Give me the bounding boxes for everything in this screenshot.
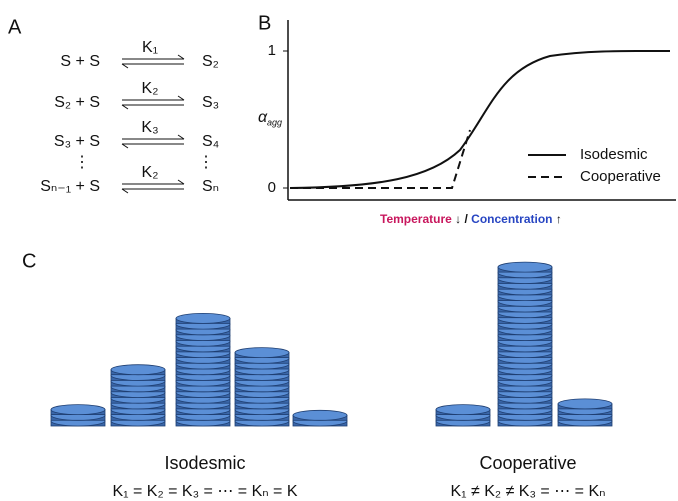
product: Sₙ [202,178,219,195]
disc [235,348,289,358]
legend-label: Cooperative [580,168,661,185]
rate-constant: K₃ [141,119,158,136]
model-name: Isodesmic [164,453,245,473]
reactant: S₃ + S [54,133,100,150]
reactant: S₂ + S [54,94,100,111]
x-axis-label: Temperature ↓ / Concentration ↑ [380,212,562,226]
reverse-arrow [122,144,184,148]
reverse-arrow [122,64,184,68]
disc [498,262,552,272]
legend-label: Isodesmic [580,146,648,163]
cooperative-curve [290,130,470,188]
model-name: Cooperative [479,453,576,473]
disc [51,405,105,415]
panel-label: C [22,250,36,272]
ellipsis: ⋮ [74,154,90,171]
reactant: Sₙ₋₁ + S [40,178,100,195]
reverse-arrow [122,189,184,193]
rate-constant: K₂ [142,164,159,181]
product: S₃ [202,94,219,111]
y-axis-label-sub: agg [267,117,282,127]
reactant: S + S [60,53,100,70]
ellipsis: ⋮ [198,154,214,171]
model-equation: K₁ ≠ K₂ ≠ K₃ = ⋯ = Kₙ [451,483,606,500]
model-equation: K₁ = K₂ = K₃ = ⋯ = Kₙ = K [112,483,297,500]
disc [558,399,612,409]
disc [293,410,347,420]
panel-label: A [8,16,22,38]
y-tick-label: 0 [268,179,276,196]
disc [176,313,230,323]
product: S₄ [202,133,219,150]
figure: A B C α agg Isodesmic Cooperative Temper… [0,0,678,501]
reverse-arrow [122,105,184,109]
rate-constant: K₁ [142,39,158,56]
disc [111,365,165,375]
rate-constant: K₂ [142,80,159,97]
product: S₂ [202,53,219,70]
panel-label: B [258,12,271,34]
y-tick-label: 1 [268,42,276,59]
disc [436,405,490,415]
